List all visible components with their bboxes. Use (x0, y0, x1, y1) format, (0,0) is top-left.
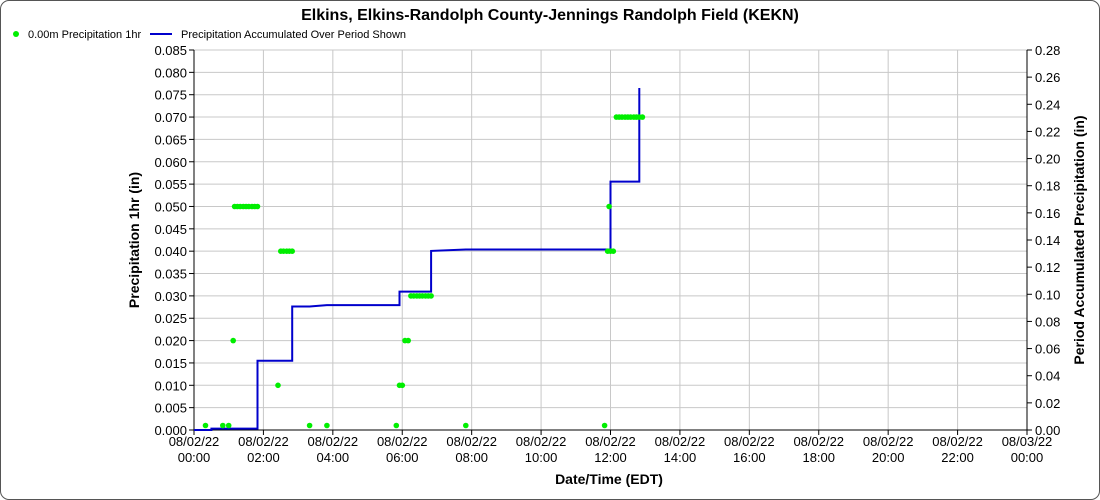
precip-1hr-point (463, 422, 469, 429)
x-tick-date: 08/02/22 (238, 434, 289, 449)
right-tick-label: 0.18 (1035, 179, 1060, 194)
x-tick-time: 00:00 (1011, 450, 1044, 465)
right-tick-label: 0.02 (1035, 396, 1060, 411)
right-tick-label: 0.12 (1035, 260, 1060, 275)
precip-1hr-point (610, 248, 617, 254)
left-tick-label: 0.030 (154, 289, 187, 304)
x-tick-date: 08/02/22 (516, 434, 567, 449)
right-tick-label: 0.10 (1035, 287, 1060, 302)
precip-1hr-point (275, 382, 281, 389)
left-tick-label: 0.000 (154, 423, 187, 438)
left-tick-label: 0.045 (154, 222, 187, 237)
precip-1hr-point (220, 422, 226, 429)
x-tick-date: 08/02/22 (446, 434, 497, 449)
left-tick-label: 0.055 (154, 177, 187, 192)
right-y-ticks: 0.00 0.02 0.04 0.06 0.08 0.10 0.12 0.14 0.16 0.18… (1027, 43, 1060, 438)
precip-1hr-point (324, 422, 330, 429)
chart-title: Elkins, Elkins-Randolph County-Jennings … (301, 7, 799, 24)
x-tick-time: 02:00 (247, 450, 280, 465)
x-tick-date: 08/02/22 (377, 434, 428, 449)
x-tick-date: 08/02/22 (863, 434, 914, 449)
precip-1hr-point (606, 203, 612, 210)
left-tick-label: 0.070 (154, 110, 187, 125)
x-tick-time: 14:00 (664, 450, 697, 465)
precip-1hr-point (230, 337, 236, 344)
x-tick-time: 06:00 (386, 450, 419, 465)
precip-1hr-point (601, 422, 608, 429)
x-tick-time: 00:00 (178, 450, 211, 465)
right-tick-label: 0.26 (1035, 70, 1060, 85)
x-tick-date: 08/02/22 (655, 434, 706, 449)
legend-label-precip-1hr: 0.00m Precipitation 1hr (28, 29, 141, 41)
precip-1hr-point (202, 422, 209, 429)
precip-1hr-point (289, 248, 296, 254)
left-tick-label: 0.075 (154, 88, 187, 103)
x-tick-time: 10:00 (525, 450, 558, 465)
left-tick-label: 0.025 (154, 311, 187, 326)
right-tick-label: 0.20 (1035, 152, 1060, 167)
precip-1hr-point (405, 337, 412, 344)
right-tick-label: 0.08 (1035, 314, 1060, 329)
left-tick-label: 0.005 (154, 401, 187, 416)
precip-1hr-point (393, 422, 400, 429)
right-tick-label: 0.06 (1035, 342, 1060, 357)
left-tick-label: 0.015 (154, 356, 187, 371)
precip-1hr-point (428, 293, 434, 299)
x-tick-date: 08/02/22 (585, 434, 636, 449)
left-y-ticks: 0.000 0.005 0.010 0.015 0.020 0.025 0.030 0.035… (154, 43, 194, 438)
x-tick-date: 08/03/22 (1002, 434, 1053, 449)
right-y-axis-title: Period Accumulated Precipitation (in) (1071, 115, 1087, 364)
left-tick-label: 0.040 (154, 244, 187, 259)
precip-1hr-point (306, 422, 313, 429)
x-tick-date: 08/02/22 (724, 434, 775, 449)
left-tick-label: 0.050 (154, 199, 187, 214)
x-tick-time: 12:00 (594, 450, 627, 465)
right-tick-label: 0.22 (1035, 124, 1060, 139)
legend-marker-precip-1hr (13, 31, 19, 37)
x-tick-time: 04:00 (317, 450, 350, 465)
right-tick-label: 0.24 (1035, 97, 1060, 112)
left-tick-label: 0.065 (154, 132, 187, 147)
precip-1hr-series (202, 114, 646, 429)
x-tick-date: 08/02/22 (308, 434, 359, 449)
left-tick-label: 0.035 (154, 267, 187, 282)
x-ticks: 08/02/2200:0008/02/2202:0008/02/2204:000… (169, 430, 1053, 465)
right-tick-label: 0.16 (1035, 206, 1060, 221)
x-tick-time: 18:00 (802, 450, 835, 465)
x-tick-date: 08/02/22 (793, 434, 844, 449)
precip-1hr-point (254, 203, 261, 210)
left-tick-label: 0.060 (154, 155, 187, 170)
x-tick-time: 22:00 (941, 450, 974, 465)
x-tick-time: 20:00 (872, 450, 905, 465)
x-tick-time: 08:00 (455, 450, 488, 465)
right-tick-label: 0.04 (1035, 369, 1060, 384)
precip-1hr-point (225, 422, 232, 429)
left-tick-label: 0.080 (154, 65, 187, 80)
left-tick-label: 0.085 (154, 43, 187, 58)
legend: 0.00m Precipitation 1hr Precipitation Ac… (13, 29, 406, 41)
right-tick-label: 0.14 (1035, 233, 1060, 248)
right-tick-label: 0.00 (1035, 423, 1060, 438)
x-tick-date: 08/02/22 (932, 434, 983, 449)
x-tick-time: 16:00 (733, 450, 766, 465)
left-y-axis-title: Precipitation 1hr (in) (126, 172, 142, 308)
precip-1hr-point (399, 382, 406, 389)
left-tick-label: 0.010 (154, 378, 187, 393)
left-tick-label: 0.020 (154, 334, 187, 349)
x-tick-date: 08/02/22 (169, 434, 220, 449)
legend-label-accumulated: Precipitation Accumulated Over Period Sh… (181, 29, 406, 41)
x-axis-title: Date/Time (EDT) (555, 471, 663, 487)
right-tick-label: 0.28 (1035, 43, 1060, 58)
precip-1hr-point (639, 114, 646, 120)
